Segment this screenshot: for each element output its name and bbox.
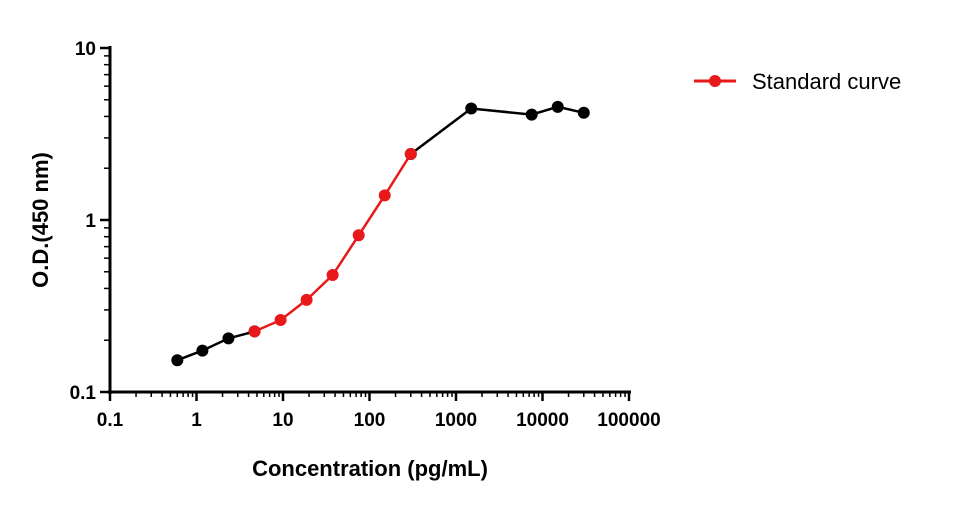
x-tick-label: 0.1 (97, 410, 124, 431)
y-ticks: 0.1 1 10 (70, 39, 110, 404)
x-axis-title: Concentration (pg/mL) (252, 456, 488, 481)
data-point (352, 229, 365, 242)
data-point (326, 268, 339, 281)
series-layer (171, 100, 590, 367)
data-point (222, 332, 235, 345)
x-tick-label: 100000 (597, 410, 660, 431)
x-tick-label: 1 (191, 410, 202, 431)
data-point (551, 100, 564, 113)
data-point (248, 325, 261, 338)
y-tick-label: 10 (75, 39, 96, 60)
y-axis-title: O.D.(450 nm) (28, 152, 53, 288)
data-point (274, 314, 287, 327)
x-tick-label: 100 (354, 410, 386, 431)
data-point (300, 293, 313, 306)
data-point (465, 102, 478, 115)
series-line (410, 105, 585, 155)
data-point (378, 189, 391, 202)
x-tick-label: 1000 (435, 410, 477, 431)
x-tick-label: 10000 (516, 410, 569, 431)
x-tick-label: 10 (272, 410, 293, 431)
legend-label: Standard curve (752, 69, 901, 94)
data-point (196, 344, 209, 357)
y-tick-label: 0.1 (70, 383, 97, 404)
series-line (176, 330, 255, 362)
legend: Standard curve (694, 69, 901, 94)
legend-swatch-marker (709, 75, 721, 87)
axes: 0.1 1 10 100 1000 10000 100000 0.1 1 10 (70, 39, 661, 431)
data-point (171, 354, 184, 367)
data-point (525, 108, 538, 121)
y-tick-label: 1 (85, 211, 96, 232)
data-point (577, 106, 590, 119)
x-ticks: 0.1 1 10 100 1000 10000 100000 (97, 392, 661, 431)
series-line (254, 153, 412, 333)
data-point (404, 147, 417, 160)
